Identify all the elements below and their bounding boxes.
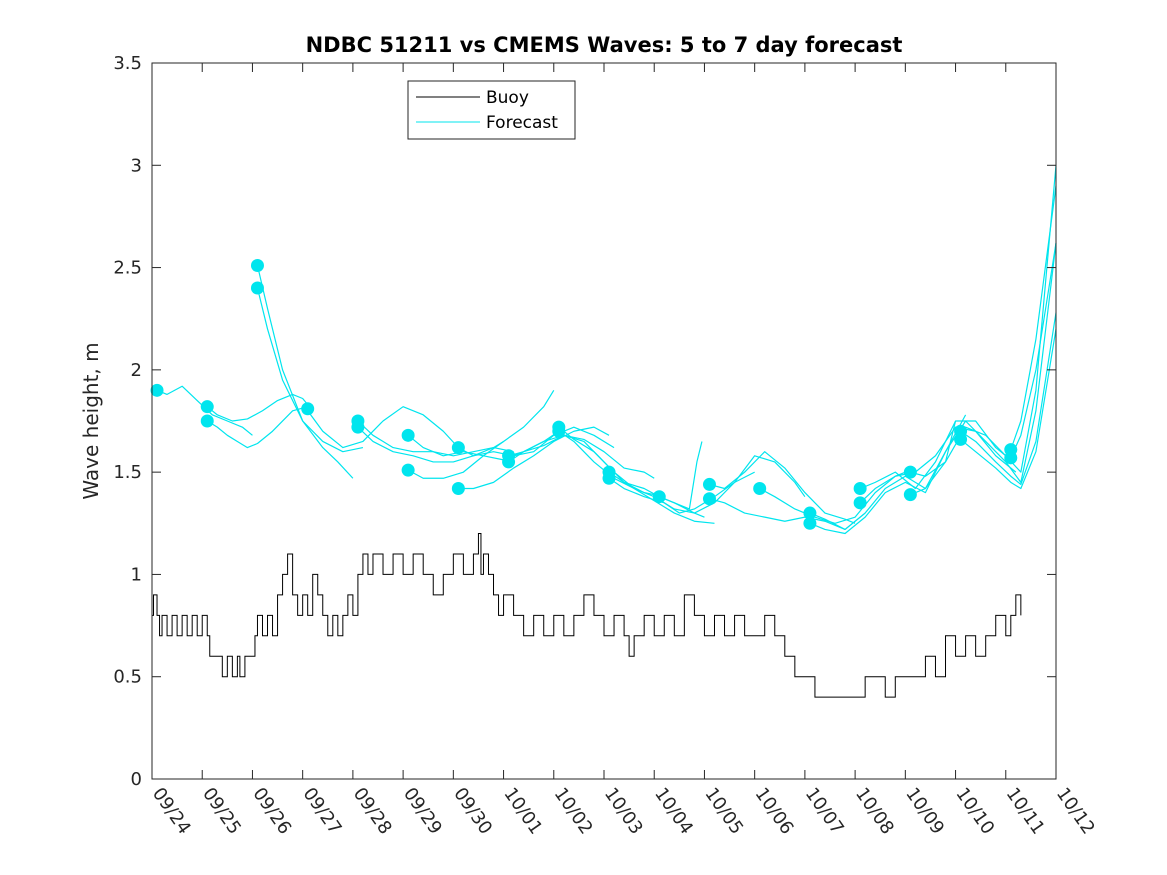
forecast-line [608, 471, 755, 514]
legend-buoy-label: Buoy [486, 88, 529, 108]
forecast-line [960, 312, 1057, 486]
y-tick-label: 3 [131, 155, 142, 176]
buoy-line [152, 533, 1022, 698]
forecast-start-marker [702, 477, 716, 491]
forecast-line [1010, 185, 1057, 450]
legend: Buoy Forecast [407, 80, 576, 140]
forecast-start-marker [602, 471, 616, 485]
forecast-line [458, 426, 610, 490]
forecast-line [206, 406, 308, 449]
forecast-line [960, 328, 1057, 490]
forecast-line [508, 434, 655, 479]
y-tick-label: 0 [131, 769, 142, 790]
chart-title: NDBC 51211 vs CMEMS Waves: 5 to 7 day fo… [306, 33, 903, 57]
forecast-start-marker [552, 424, 566, 438]
forecast-line [910, 242, 1057, 496]
y-tick-label: 1 [131, 564, 142, 585]
forecast-start-marker [803, 506, 817, 520]
forecast-start-marker [351, 420, 365, 434]
y-tick-label: 3.5 [113, 53, 142, 74]
forecast-start-marker [451, 482, 465, 496]
forecast-start-marker [903, 465, 917, 479]
forecast-start-marker [401, 463, 415, 477]
forecast-line [659, 455, 806, 514]
y-axis: 0 0.5 1 1.5 2 2.5 3 3.5 [113, 53, 1056, 790]
y-tick-label: 2 [131, 360, 142, 381]
forecast-start-marker [853, 496, 867, 510]
forecast-start-marker [451, 441, 465, 455]
forecast-line [508, 434, 665, 498]
forecast-start-marker [702, 492, 716, 506]
forecast-line [458, 426, 615, 457]
forecast-line [709, 451, 856, 524]
forecast-line [256, 287, 364, 453]
forecast-line [206, 393, 314, 422]
forecast-start-marker [250, 281, 264, 295]
legend-box [407, 80, 576, 140]
y-tick-label: 1.5 [113, 462, 142, 483]
forecast-start-marker [954, 432, 968, 446]
forecast-line [709, 498, 866, 531]
forecast-start-marker [150, 383, 164, 397]
legend-forecast-label: Forecast [486, 113, 558, 133]
y-axis-label: Wave height, m [79, 342, 103, 499]
forecast-line [809, 414, 967, 535]
forecast-line [809, 420, 957, 531]
y-tick-label: 0.5 [113, 667, 142, 688]
forecast-line [307, 406, 459, 449]
forecast-start-marker [502, 455, 516, 469]
forecast-start-marker [401, 428, 415, 442]
forecast-line [357, 426, 514, 463]
forecast-start-marker [803, 516, 817, 530]
forecast-start-marker [753, 482, 767, 496]
forecast-start-marker [200, 400, 214, 414]
forecast-start-marker [301, 402, 315, 416]
forecast-start-marker [652, 490, 666, 504]
forecast-start-marker [853, 482, 867, 496]
forecast-line [558, 430, 715, 524]
forecast-start-marker [250, 259, 264, 273]
forecast-line [859, 426, 1017, 504]
forecast-start-marker [200, 414, 214, 428]
forecast-line [759, 471, 906, 524]
plot-series [150, 165, 1057, 698]
forecast-line [910, 165, 1057, 477]
forecast-start-marker [1004, 451, 1018, 465]
y-tick-label: 2.5 [113, 258, 142, 279]
forecast-start-marker [903, 488, 917, 502]
